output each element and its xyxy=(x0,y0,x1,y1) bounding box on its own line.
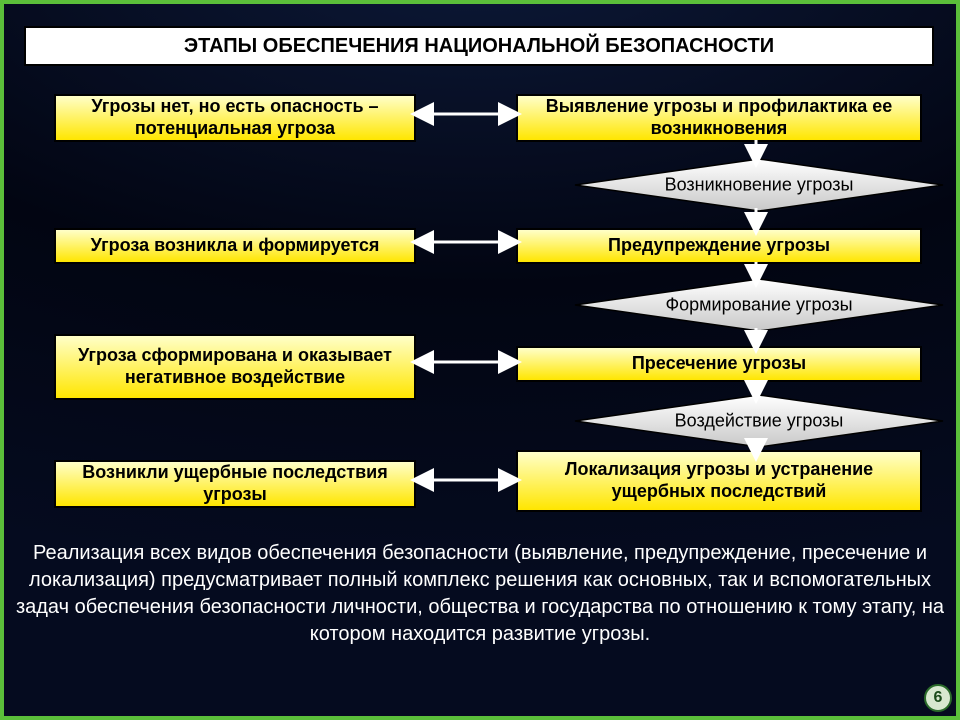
left-stage-box-1: Угроза возникла и формируется xyxy=(54,228,416,264)
left-stage-box-2: Угроза сформирована и оказывает негативн… xyxy=(54,334,416,400)
title-text: ЭТАПЫ ОБЕСПЕЧЕНИЯ НАЦИОНАЛЬНОЙ БЕЗОПАСНО… xyxy=(184,35,774,58)
page-number: 6 xyxy=(934,689,943,707)
slide-background: ЭТАПЫ ОБЕСПЕЧЕНИЯ НАЦИОНАЛЬНОЙ БЕЗОПАСНО… xyxy=(4,4,956,716)
diamond-label: Воздействие угрозы xyxy=(675,411,844,432)
left-stage-box-3: Возникли ущербные последствия угрозы xyxy=(54,460,416,508)
slide-frame: ЭТАПЫ ОБЕСПЕЧЕНИЯ НАЦИОНАЛЬНОЙ БЕЗОПАСНО… xyxy=(0,0,960,720)
transition-diamond-0: Возникновение угрозы xyxy=(574,158,944,212)
right-stage-box-1: Предупреждение угрозы xyxy=(516,228,922,264)
right-stage-box-0: Выявление угрозы и профилактика ее возни… xyxy=(516,94,922,142)
right-stage-box-2: Пресечение угрозы xyxy=(516,346,922,382)
transition-diamond-2: Воздействие угрозы xyxy=(574,394,944,448)
page-number-badge: 6 xyxy=(924,684,952,712)
slide-title: ЭТАПЫ ОБЕСПЕЧЕНИЯ НАЦИОНАЛЬНОЙ БЕЗОПАСНО… xyxy=(24,26,934,66)
left-stage-box-0: Угрозы нет, но есть опасность – потенциа… xyxy=(54,94,416,142)
footer-paragraph: Реализация всех видов обеспечения безопа… xyxy=(14,540,946,648)
diamond-label: Формирование угрозы xyxy=(665,295,852,316)
right-stage-box-3: Локализация угрозы и устранение ущербных… xyxy=(516,450,922,512)
footer-text: Реализация всех видов обеспечения безопа… xyxy=(16,542,944,645)
diamond-label: Возникновение угрозы xyxy=(665,175,854,196)
transition-diamond-1: Формирование угрозы xyxy=(574,278,944,332)
